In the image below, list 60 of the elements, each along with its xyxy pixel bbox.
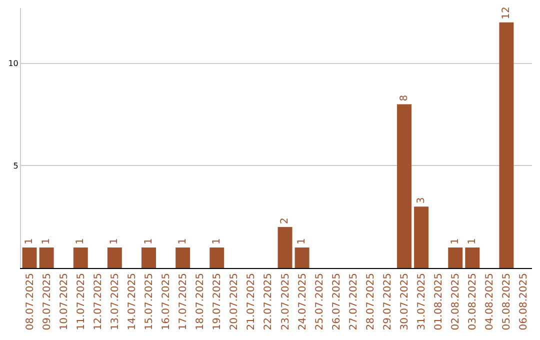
- x-tick-label: 24.07.2025: [297, 273, 308, 330]
- x-tick-label: 01.08.2025: [434, 273, 445, 330]
- x-tick-label: 25.07.2025: [314, 273, 326, 330]
- x-tick-label: 02.08.2025: [450, 273, 462, 330]
- x-tick-label: 20.07.2025: [229, 273, 240, 330]
- bar: [210, 248, 224, 268]
- bar: [448, 248, 463, 268]
- x-tick-label: 31.07.2025: [416, 273, 428, 330]
- x-tick-label: 21.07.2025: [246, 273, 258, 330]
- data-label: 1: [109, 238, 120, 245]
- data-label: 1: [143, 238, 154, 245]
- bar: [107, 248, 122, 268]
- x-tick-label: 29.07.2025: [382, 273, 394, 330]
- bar: [499, 22, 514, 268]
- x-tick-label: 22.07.2025: [263, 273, 274, 330]
- x-tick-label: 23.07.2025: [280, 273, 292, 330]
- x-tick-label: 26.07.2025: [331, 273, 342, 330]
- bar: [294, 248, 310, 268]
- x-tick-label: 03.08.2025: [468, 273, 479, 330]
- bar: [414, 206, 429, 268]
- x-tick-label: 28.07.2025: [365, 273, 376, 330]
- data-label: 3: [416, 197, 427, 204]
- data-label: 1: [75, 238, 86, 245]
- x-tick-label: 10.07.2025: [58, 273, 70, 330]
- data-label: 1: [177, 238, 188, 245]
- data-label: 1: [211, 238, 222, 245]
- x-tick-label: 14.07.2025: [126, 273, 138, 330]
- x-tick-label: 19.07.2025: [212, 273, 224, 330]
- data-label: 2: [280, 218, 291, 224]
- x-tick-label: 18.07.2025: [195, 273, 206, 330]
- y-tick-label: 5: [13, 161, 18, 170]
- bar: [22, 248, 37, 268]
- data-label: 1: [296, 238, 308, 245]
- data-label: 1: [24, 238, 36, 245]
- x-tick-label: 08.07.2025: [24, 273, 36, 330]
- bar: [278, 227, 292, 268]
- x-tick-label: 17.07.2025: [178, 273, 190, 330]
- x-tick-label: 13.07.2025: [110, 273, 121, 330]
- x-tick-label: 27.07.2025: [348, 273, 360, 330]
- x-tick-label: 06.08.2025: [518, 273, 530, 330]
- data-label: 8: [398, 94, 410, 102]
- x-tick-label: 05.08.2025: [502, 273, 513, 330]
- data-label: 12: [500, 6, 512, 20]
- bar: [73, 248, 88, 268]
- bar: [397, 104, 412, 268]
- bar: [176, 248, 190, 268]
- bar: [142, 248, 156, 268]
- x-tick-label: 11.07.2025: [76, 273, 87, 330]
- x-tick-label: 09.07.2025: [42, 273, 53, 330]
- x-tick-label: 16.07.2025: [161, 273, 172, 330]
- data-label: 1: [41, 238, 52, 245]
- x-tick-label: 30.07.2025: [400, 273, 410, 330]
- x-tick-label: 12.07.2025: [92, 273, 104, 330]
- x-tick-label: 04.08.2025: [484, 273, 496, 330]
- data-label: 1: [450, 238, 461, 245]
- bar: [39, 248, 54, 268]
- x-tick-label: 15.07.2025: [144, 273, 155, 330]
- data-label: 1: [466, 238, 478, 245]
- y-tick-label: 10: [8, 59, 18, 68]
- bar: [465, 248, 480, 268]
